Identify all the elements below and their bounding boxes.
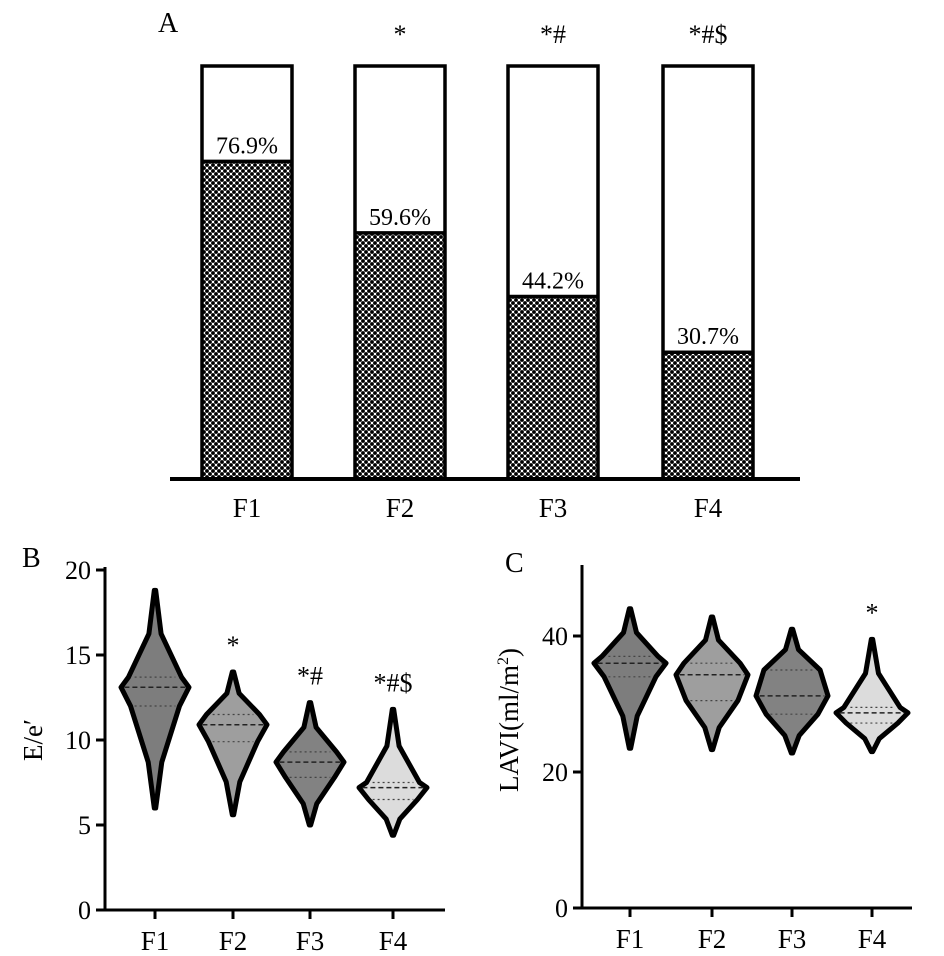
y-tick-label-0: 0 [555, 894, 568, 923]
significance-F2: * [227, 631, 240, 660]
x-tick-label-F4: F4 [858, 924, 887, 954]
bar-value-label-F3: 44.2% [522, 268, 584, 294]
panel-c-ylabel-sup: 2 [495, 657, 512, 665]
panel-c-label: C [505, 548, 524, 579]
violin-F4 [356, 706, 430, 838]
violin-F4 [833, 636, 911, 755]
panel-a: A 76.9% F1 59.6% F2 * 44.2% F3 *# 30.7% F4 *#$ [158, 8, 800, 523]
y-tick-label-10: 10 [65, 726, 91, 755]
panel-b-plot: 0 5 10 15 20 F1 F2 * F3 *# F4 *#$ [65, 556, 445, 956]
violin-F3 [273, 700, 347, 828]
y-tick-label-40: 40 [542, 622, 568, 651]
x-tick-label-F1: F1 [141, 926, 170, 956]
y-tick-label-5: 5 [78, 811, 91, 840]
violin-F1 [118, 587, 192, 811]
x-tick-label-F1: F1 [616, 924, 645, 954]
significance-F3: *# [540, 20, 566, 49]
significance-F3: *# [297, 662, 323, 691]
significance-F4: *#$ [689, 20, 728, 49]
x-tick-label-F3: F3 [778, 924, 807, 954]
bar-filled-F4 [663, 352, 753, 479]
panel-a-bars: 76.9% F1 59.6% F2 * 44.2% F3 *# 30.7% F4 *#$ [200, 20, 755, 523]
x-tick-label-F2: F2 [219, 926, 248, 956]
y-tick-label-20: 20 [542, 758, 568, 787]
panel-b-ylabel: E/e′ [18, 719, 48, 761]
x-tick-label-F1: F1 [233, 493, 262, 523]
panel-b: B E/e′ 0 5 10 15 20 F1 F2 * F3 *# F4 *#$ [18, 543, 445, 956]
x-tick-label-F4: F4 [694, 493, 723, 523]
bar-value-label-F1: 76.9% [216, 133, 278, 159]
violin-F2 [196, 669, 270, 818]
violin-F1 [591, 606, 669, 751]
panel-c: C LAVI(ml/m2) 0 20 40 F1 F2 F3 F4 * [494, 548, 912, 954]
significance-F4: * [866, 598, 879, 627]
bar-filled-F2 [355, 232, 445, 479]
significance-F2: * [394, 20, 407, 49]
bar-value-label-F2: 59.6% [369, 205, 431, 231]
x-tick-label-F3: F3 [296, 926, 325, 956]
bar-value-label-F4: 30.7% [677, 324, 739, 350]
bar-filled-F1 [202, 161, 292, 479]
panel-b-label: B [22, 543, 41, 574]
x-tick-label-F2: F2 [386, 493, 415, 523]
x-tick-label-F2: F2 [698, 924, 727, 954]
y-tick-label-0: 0 [78, 896, 91, 925]
panel-a-label: A [158, 8, 179, 39]
bar-filled-F3 [508, 296, 598, 479]
violin-F2 [673, 614, 751, 753]
x-tick-label-F4: F4 [379, 926, 408, 956]
panel-c-ylabel-close: ) [494, 648, 524, 657]
significance-F4: *#$ [374, 668, 413, 697]
violin-F3 [753, 626, 831, 756]
panel-c-ylabel-main: LAVI(ml/m [494, 665, 524, 792]
y-tick-label-15: 15 [65, 641, 91, 670]
panel-c-ylabel: LAVI(ml/m2) [494, 648, 524, 792]
panel-c-plot: 0 20 40 F1 F2 F3 F4 * [542, 565, 912, 954]
x-tick-label-F3: F3 [539, 493, 568, 523]
y-tick-label-20: 20 [65, 556, 91, 585]
